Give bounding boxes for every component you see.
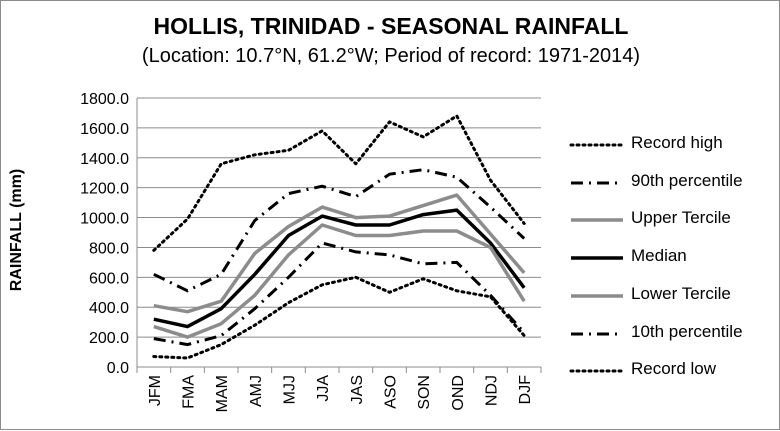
- series-line-lower-tercile: [153, 223, 526, 339]
- y-tick-label: 800.0: [89, 240, 129, 257]
- legend-label: Median: [631, 246, 687, 266]
- legend-swatch: [571, 294, 623, 298]
- x-tick-label: OND: [450, 375, 467, 411]
- series-line-10th-percentile: [153, 241, 526, 347]
- legend-item: 10th percentile: [569, 320, 769, 344]
- series-line-record-high: [152, 114, 526, 252]
- x-tick-label: DJF: [517, 375, 534, 405]
- x-tick-label: AMJ: [248, 375, 265, 407]
- legend-label: 90th percentile: [631, 170, 743, 190]
- y-tick-label: 0.0: [107, 360, 129, 377]
- x-tick-label: SON: [416, 375, 433, 410]
- y-tick-label: 1000.0: [80, 211, 129, 228]
- legend-swatch: [571, 256, 623, 260]
- y-tick-label: 1600.0: [80, 121, 129, 138]
- legend-swatch: [571, 181, 623, 185]
- legend-swatch: [571, 218, 623, 223]
- y-tick-label: 1800.0: [80, 91, 129, 108]
- x-tick-label: JFM: [147, 375, 164, 406]
- x-tick-label: ASO: [383, 375, 400, 409]
- legend-label: Record low: [631, 359, 717, 379]
- legend-item: Record high: [569, 131, 769, 155]
- y-tick-label: 400.0: [89, 300, 129, 317]
- legend-label: 10th percentile: [631, 321, 743, 341]
- x-tick-label: JJA: [315, 375, 332, 402]
- legend-swatch: [569, 369, 625, 373]
- chart-subtitle: (Location: 10.7°N, 61.2°W; Period of rec…: [141, 45, 641, 67]
- x-tick-label: MJJ: [282, 375, 299, 404]
- legend-item: 90th percentile: [569, 169, 769, 193]
- legend-swatch: [569, 143, 625, 147]
- x-tick-label: FMA: [181, 375, 198, 409]
- legend-item: Median: [569, 244, 769, 268]
- legend-label: Lower Tercile: [631, 283, 731, 303]
- series-line-median: [153, 208, 526, 329]
- legend-swatch: [571, 332, 623, 335]
- y-tick-label: 600.0: [89, 270, 129, 287]
- legend-item: Upper Tercile: [569, 206, 769, 230]
- chart-title: HOLLIS, TRINIDAD - SEASONAL RAINFALL: [153, 13, 629, 39]
- y-tick-label: 200.0: [89, 330, 129, 347]
- series-line-90th-percentile: [153, 168, 526, 293]
- legend-item: Record low: [569, 357, 769, 381]
- series-line-record-low: [152, 275, 526, 360]
- legend-label: Upper Tercile: [631, 208, 731, 228]
- y-tick-label: 1400.0: [80, 151, 129, 168]
- x-tick-label: MAM: [214, 375, 231, 412]
- series-line-upper-tercile: [153, 193, 526, 314]
- legend-label: Record high: [631, 133, 723, 152]
- legend-item: Lower Tercile: [569, 282, 769, 306]
- x-tick-label: JAS: [349, 375, 366, 404]
- x-tick-label: NDJ: [484, 375, 501, 406]
- y-tick-label: 1200.0: [80, 181, 129, 198]
